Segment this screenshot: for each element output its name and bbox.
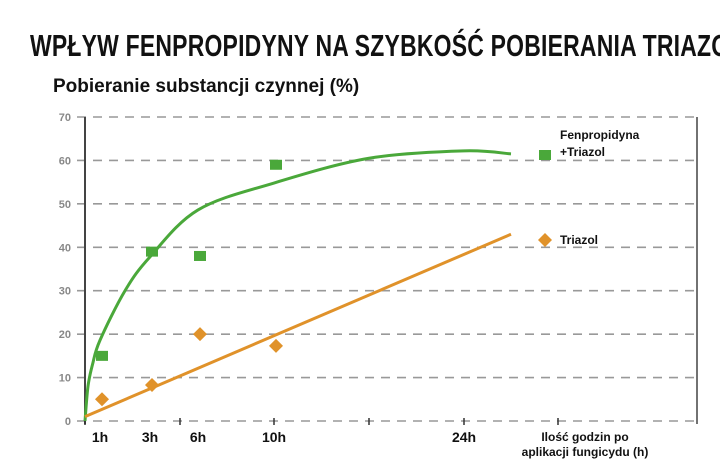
y-tick-label: 10 xyxy=(59,373,71,385)
y-tick-label: 70 xyxy=(59,112,71,124)
data-point xyxy=(193,327,207,342)
data-point xyxy=(194,250,206,261)
x-axis-label: aplikacji fungicydu (h) xyxy=(522,445,649,459)
y-tick-label: 20 xyxy=(59,329,71,341)
legend-label: Triazol xyxy=(560,233,598,247)
y-tick-label: 40 xyxy=(59,242,71,254)
y-tick-label: 50 xyxy=(59,199,71,211)
legend-label: Fenpropidyna xyxy=(560,128,640,142)
data-point xyxy=(146,246,158,257)
data-point xyxy=(269,338,283,353)
x-tick-label: 3h xyxy=(142,429,158,445)
x-tick-label: 10h xyxy=(262,429,286,445)
data-point xyxy=(270,159,282,170)
x-tick-label: 6h xyxy=(190,429,206,445)
y-tick-label: 60 xyxy=(59,155,71,167)
x-tick-label: 24h xyxy=(452,429,476,445)
x-tick-label: 1h xyxy=(92,429,108,445)
y-tick-label: 30 xyxy=(59,286,71,298)
y-axis-label: Pobieranie substancji czynnej (%) xyxy=(53,76,360,97)
legend-marker xyxy=(539,150,551,160)
legend-marker xyxy=(538,233,552,247)
chart-title: WPŁYW FENPROPIDYNY NA SZYBKOŚĆ POBIERANI… xyxy=(30,28,720,63)
trend-line xyxy=(83,149,512,422)
y-tick-label: 0 xyxy=(65,416,71,428)
legend-label: +Triazol xyxy=(560,145,605,159)
trend-line xyxy=(84,232,512,419)
data-point xyxy=(95,392,109,407)
data-point xyxy=(145,377,159,392)
x-axis-label: Ilość godzin po xyxy=(541,430,628,444)
data-point xyxy=(96,350,108,361)
